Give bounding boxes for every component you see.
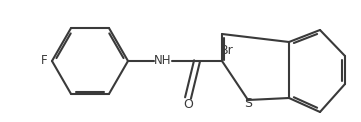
Text: S: S	[244, 97, 252, 110]
Text: NH: NH	[154, 55, 172, 67]
Text: Br: Br	[220, 44, 234, 57]
Text: F: F	[40, 55, 47, 67]
Text: O: O	[183, 97, 193, 111]
